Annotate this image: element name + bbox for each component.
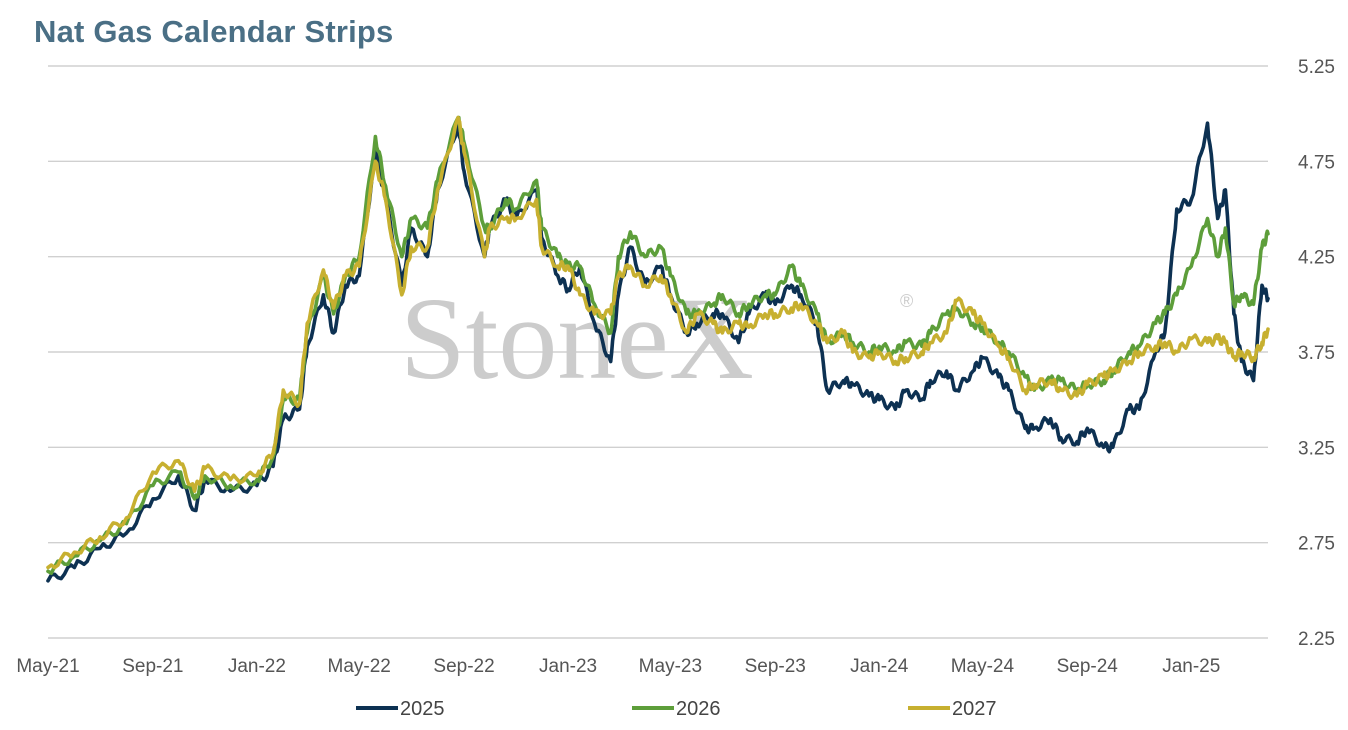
x-tick-label: May-24 bbox=[951, 656, 1015, 677]
x-axis: May-21 Sep-21 Jan-22 May-22 Sep-22 Jan-23 May-… bbox=[16, 656, 1220, 677]
legend: 2025 2026 2027 bbox=[356, 698, 997, 720]
x-tick-label: Sep-22 bbox=[433, 656, 494, 677]
series-line-2027 bbox=[46, 115, 1270, 570]
y-tick-label: 4.25 bbox=[1298, 248, 1335, 269]
x-tick-label: Sep-23 bbox=[745, 656, 806, 677]
x-tick-label: Jan-23 bbox=[539, 656, 597, 677]
x-tick-label: Sep-21 bbox=[122, 656, 183, 677]
y-tick-label: 4.75 bbox=[1298, 152, 1335, 173]
x-tick-label: Jan-22 bbox=[228, 656, 286, 677]
gridlines bbox=[48, 65, 1268, 639]
series-line-2025 bbox=[46, 121, 1270, 583]
watermark: StoneX ® bbox=[400, 273, 913, 404]
x-tick-label: May-22 bbox=[328, 656, 391, 677]
chart-title: Nat Gas Calendar Strips bbox=[34, 14, 394, 49]
x-tick-label: Jan-25 bbox=[1162, 656, 1220, 677]
series-lines bbox=[46, 115, 1270, 583]
watermark-registered-mark: ® bbox=[900, 291, 913, 311]
y-tick-label: 3.25 bbox=[1298, 438, 1335, 459]
legend-label-2025: 2025 bbox=[400, 698, 445, 720]
x-tick-label: May-23 bbox=[639, 656, 702, 677]
y-tick-label: 5.25 bbox=[1298, 57, 1335, 78]
y-axis: 5.25 4.75 4.25 3.75 3.25 2.75 2.25 bbox=[1298, 57, 1335, 650]
x-tick-label: Sep-24 bbox=[1057, 656, 1119, 677]
y-tick-label: 2.25 bbox=[1298, 629, 1335, 650]
legend-label-2027: 2027 bbox=[952, 698, 997, 720]
legend-label-2026: 2026 bbox=[676, 698, 721, 720]
y-tick-label: 2.75 bbox=[1298, 534, 1335, 555]
watermark-text: StoneX bbox=[400, 273, 754, 404]
x-tick-label: May-21 bbox=[16, 656, 79, 677]
x-tick-label: Jan-24 bbox=[850, 656, 909, 677]
y-tick-label: 3.75 bbox=[1298, 343, 1335, 364]
